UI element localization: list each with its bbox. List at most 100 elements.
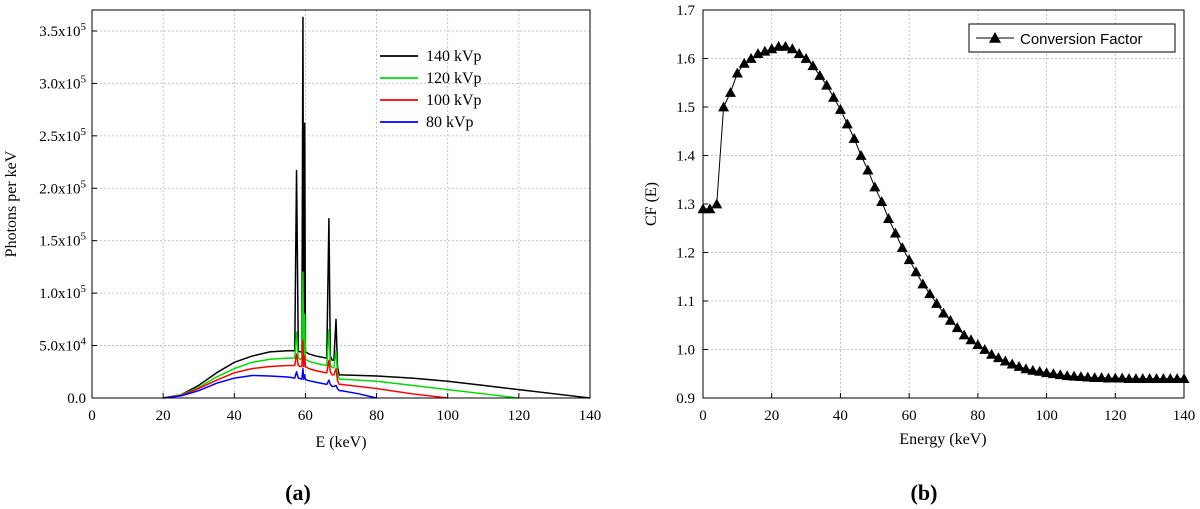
x-tick-label: 140: [579, 408, 602, 424]
data-point-marker: [1054, 369, 1066, 380]
panel-label-b: (b): [911, 480, 938, 505]
y-axis-label-b: CF (E): [643, 182, 660, 226]
data-point-marker: [800, 53, 812, 63]
data-point-marker: [876, 196, 888, 206]
data-point-marker: [711, 198, 723, 209]
y-tick-label: 2.0x105: [39, 178, 86, 197]
legend-label: 100 kVp: [426, 92, 482, 109]
data-point-marker: [999, 355, 1011, 366]
data-point-marker: [889, 227, 901, 238]
x-tick-label: 140: [1173, 408, 1196, 424]
y-ticks-b: 0.9 1.0 1.1 1.2 1.3 1.4 1.5 1.6 1.7: [676, 3, 708, 407]
data-point-marker: [1061, 370, 1073, 381]
x-tick-label: 60: [902, 408, 917, 424]
series-line: [163, 16, 591, 399]
x-tick-label: 0: [699, 408, 707, 424]
data-point-marker: [841, 118, 853, 129]
y-tick-label: 1.0x105: [39, 283, 86, 302]
y-tick-label: 1.6: [676, 52, 695, 68]
data-point-marker: [896, 242, 908, 253]
grid-b: [703, 10, 1184, 398]
x-tick-label: 100: [436, 408, 459, 424]
data-point-marker: [903, 254, 915, 265]
data-point-marker: [1116, 372, 1128, 383]
series-markers-b: [697, 40, 1190, 383]
x-tick-label: 80: [369, 408, 384, 424]
legend-label: 120 kVp: [426, 70, 482, 87]
panel-label-a: (a): [285, 480, 311, 505]
data-point-marker: [972, 339, 984, 350]
data-point-marker: [1096, 372, 1108, 383]
legend-b: Conversion Factor: [968, 23, 1176, 53]
data-point-marker: [1047, 368, 1059, 379]
data-point-marker: [1006, 358, 1018, 369]
data-point-marker: [979, 344, 991, 354]
y-tick-label: 1.3: [676, 197, 695, 213]
data-point-marker: [1027, 364, 1039, 375]
series-line: [163, 339, 448, 399]
y-tick-label: 1.2: [676, 246, 695, 262]
data-point-marker: [834, 103, 846, 114]
data-point-marker: [862, 164, 874, 175]
x-tick-label: 40: [833, 408, 848, 424]
y-tick-label: 1.4: [676, 149, 695, 165]
x-axis-label-b: Energy (keV): [899, 431, 986, 448]
x-ticks-b: 0 20 40 60 80 100 120 140: [699, 393, 1195, 424]
data-point-marker: [883, 213, 895, 223]
x-tick-label: 120: [508, 408, 531, 424]
data-point-marker: [1020, 363, 1032, 374]
data-point-marker: [1068, 370, 1080, 381]
y-tick-label: 1.5: [676, 100, 695, 116]
y-axis-label-a: Photons per keV: [3, 150, 20, 257]
data-point-marker: [807, 60, 819, 71]
data-point-marker: [958, 329, 970, 340]
data-point-marker: [910, 266, 922, 277]
legend-a: 140 kVp 120 kVp 100 kVp 80 kVp: [380, 48, 482, 131]
y-tick-label: 1.1: [676, 294, 695, 310]
y-tick-label: 2.5x105: [39, 126, 86, 145]
data-point-marker: [738, 57, 750, 68]
y-tick-label: 1.7: [676, 3, 695, 19]
y-tick-label: 3.0x105: [39, 73, 86, 92]
data-point-marker: [745, 53, 757, 63]
series-line: [163, 271, 519, 399]
x-tick-label: 0: [88, 408, 96, 424]
data-point-marker: [986, 348, 998, 359]
data-point-marker: [724, 86, 736, 97]
data-point-marker: [731, 67, 743, 78]
data-point-marker: [917, 278, 929, 289]
data-point-marker: [1034, 365, 1046, 376]
y-tick-label: 0.9: [676, 391, 695, 407]
data-point-marker: [718, 101, 730, 112]
data-point-marker: [992, 352, 1004, 363]
legend-swatch-marker: [989, 32, 1001, 43]
data-point-marker: [965, 334, 977, 345]
data-point-marker: [704, 203, 716, 214]
data-point-marker: [786, 43, 798, 54]
x-tick-label: 20: [156, 408, 171, 424]
x-tick-label: 80: [970, 408, 985, 424]
data-point-marker: [779, 40, 791, 51]
y-tick-label: 3.5x105: [39, 21, 86, 40]
data-point-marker: [828, 91, 840, 102]
y-tick-label: 1.5x105: [39, 231, 86, 250]
series-lines-a: [163, 16, 591, 399]
x-ticks-a: 0 20 40 60 80 100 120 140: [88, 393, 601, 424]
data-point-marker: [814, 69, 826, 80]
x-tick-label: 60: [298, 408, 313, 424]
data-point-marker: [951, 322, 963, 333]
y-tick-label: 1.0: [676, 343, 695, 359]
data-point-marker: [1075, 371, 1087, 382]
grid-a: [92, 10, 590, 398]
plot-frame-a: [91, 9, 591, 399]
data-point-marker: [944, 314, 956, 325]
legend-label: Conversion Factor: [1020, 31, 1143, 48]
chart-panel-b: 0 20 40 60 80 100 120 140 0.9 1.0 1.1 1.2 1.3 1.4 1.5…: [643, 3, 1195, 505]
x-tick-label: 120: [1104, 408, 1127, 424]
chart-panel-a: 0 20 40 60 80 100 120 140 0.0 5.0x104 1.0x105 1.5x…: [3, 9, 601, 505]
data-point-marker: [1082, 371, 1094, 382]
data-point-marker: [924, 288, 936, 299]
data-point-marker: [938, 307, 949, 318]
y-tick-label: 0.0: [67, 391, 86, 407]
